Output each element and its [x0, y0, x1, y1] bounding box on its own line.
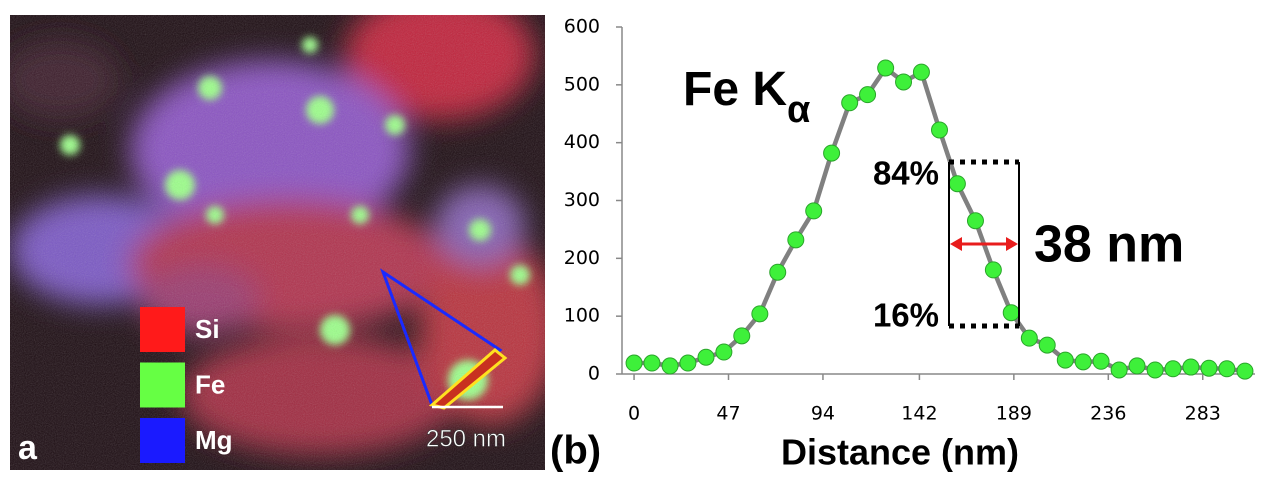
x-tick-label: 142 [901, 403, 937, 425]
data-point [752, 306, 768, 322]
annotation: Fe Kα [683, 63, 810, 131]
x-tick-label: 0 [628, 403, 640, 425]
level-label: 16% [873, 297, 939, 334]
data-point [1201, 360, 1217, 376]
y-tick-label: 200 [564, 247, 600, 269]
data-point [985, 262, 1001, 278]
data-point [860, 87, 876, 103]
data-point [1021, 330, 1037, 346]
legend-swatch [140, 418, 185, 463]
data-point [1183, 359, 1199, 375]
legend-label: Fe [195, 369, 225, 399]
x-tick-label: 283 [1185, 403, 1221, 425]
data-point [734, 328, 750, 344]
data-point [662, 358, 678, 374]
data-point [716, 344, 732, 360]
data-point [626, 355, 642, 371]
data-point [1057, 352, 1073, 368]
y-tick-label: 600 [564, 16, 600, 38]
annotation-text: Fe K [683, 63, 787, 116]
y-tick-label: 300 [564, 189, 600, 211]
data-point [824, 145, 840, 161]
data-point [1093, 353, 1109, 369]
data-point [1003, 305, 1019, 321]
legend-swatch [140, 363, 185, 408]
arrow-head [950, 237, 962, 251]
data-point [1039, 337, 1055, 353]
width-label: 38 nm [1034, 216, 1184, 274]
data-point [967, 213, 983, 229]
data-point [1147, 362, 1163, 378]
legend-label: Si [195, 314, 220, 344]
x-tick-label: 94 [811, 403, 835, 425]
panel-label: a [18, 429, 38, 467]
data-point [1219, 361, 1235, 377]
arrow-head [1006, 237, 1018, 251]
level-label: 84% [873, 155, 939, 192]
figure: 250 nm a Si Fe Mg 0 100 200 300 400 500 600 0 47 94… [0, 0, 1261, 483]
data-point [644, 355, 660, 371]
x-tick-label: 236 [1090, 403, 1126, 425]
data-point [1129, 358, 1145, 374]
data-point [949, 176, 965, 192]
data-point [878, 60, 894, 76]
data-point [1111, 362, 1127, 378]
data-point [896, 74, 912, 90]
panel-label: (b) [550, 429, 601, 473]
scale-bar-label: 250 nm [426, 425, 506, 452]
x-tick-label: 47 [716, 403, 740, 425]
data-point [806, 203, 822, 219]
legend-swatch [140, 307, 185, 352]
micrograph [0, 0, 560, 470]
y-tick-label: 500 [564, 73, 600, 95]
x-axis-title: Distance (nm) [781, 432, 1019, 473]
data-point [788, 232, 804, 248]
data-point [1237, 363, 1253, 379]
data-point [680, 355, 696, 371]
data-point [1075, 354, 1091, 370]
annotation-subscript: α [787, 89, 810, 131]
data-point [698, 349, 714, 365]
data-point [932, 122, 948, 138]
y-tick-label: 0 [588, 363, 600, 385]
y-tick-label: 400 [564, 131, 600, 153]
data-point [913, 64, 929, 80]
data-point [770, 264, 786, 280]
data-point [842, 95, 858, 111]
legend-label: Mg [195, 425, 233, 455]
data-point [1165, 361, 1181, 377]
y-tick-label: 100 [564, 305, 600, 327]
x-tick-label: 189 [996, 403, 1032, 425]
